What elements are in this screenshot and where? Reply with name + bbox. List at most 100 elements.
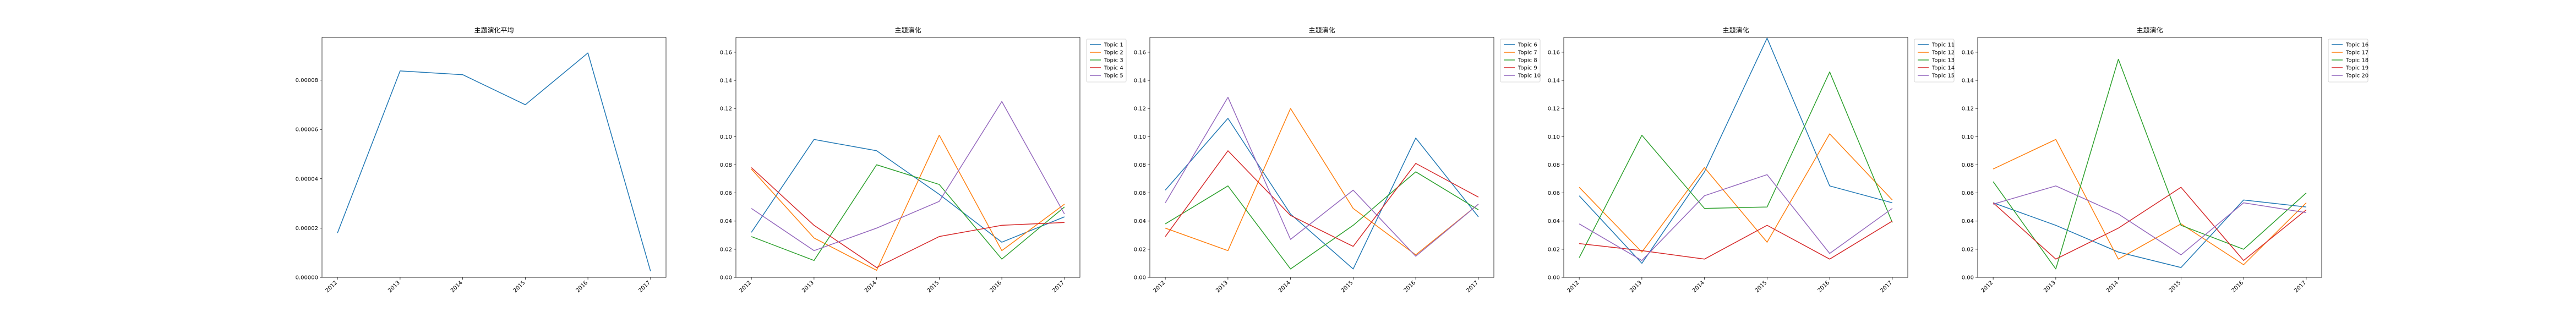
y-tick-label: 0.00000 [296, 275, 318, 281]
x-tick-label: 2017 [637, 280, 652, 294]
x-tick-label: 2016 [1402, 280, 1417, 294]
legend-label: Topic 11 [1931, 42, 1955, 48]
y-tick-label: 0.06 [1134, 190, 1146, 196]
x-tick-label: 2014 [1691, 280, 1706, 294]
x-tick-label: 2016 [989, 280, 1003, 294]
x-tick-label: 2012 [1152, 280, 1166, 294]
series-line-topic-15 [1579, 174, 1893, 261]
y-tick-label: 0.06 [1962, 190, 1974, 196]
y-tick-label: 0.16 [1548, 50, 1560, 56]
x-tick-label: 2015 [1754, 280, 1769, 294]
series-line-topic-8 [1165, 171, 1479, 270]
chart-panel-2: 主题演化 0.00 0.02 0.04 0.06 0.08 0.10 0.12 0.14 0.16… [720, 26, 1127, 294]
axes-frame [735, 37, 1080, 278]
y-tick-label: 0.00 [1962, 275, 1974, 281]
y-tick-label: 0.00 [720, 275, 732, 281]
series-line-topic-12 [1579, 133, 1893, 253]
y-tick-label: 0.04 [1134, 218, 1146, 225]
x-tick-label: 2015 [1340, 280, 1355, 294]
y-tick-label: 0.00 [1548, 275, 1560, 281]
legend-label: Topic 9 [1518, 65, 1537, 72]
legend-label: Topic 8 [1518, 58, 1537, 64]
y-tick-label: 0.04 [1548, 218, 1560, 225]
y-tick-label: 0.00 [1134, 275, 1146, 281]
y-tick-label: 0.14 [1548, 78, 1560, 84]
series-line-topic-5 [751, 101, 1065, 252]
y-tick-label: 0.16 [1134, 50, 1146, 56]
y-tick-label: 0.08 [1548, 162, 1560, 168]
legend-label: Topic 18 [2345, 58, 2368, 64]
y-tick-label: 0.06 [720, 190, 732, 196]
legend-label: Topic 19 [2345, 65, 2368, 72]
legend-label: Topic 14 [1931, 65, 1955, 72]
y-tick-label: 0.10 [1962, 134, 1974, 140]
series-line-topic-7 [1165, 108, 1479, 255]
x-tick-label: 2014 [2105, 280, 2120, 294]
y-tick-label: 0.16 [720, 50, 732, 56]
y-tick-label: 0.16 [1962, 50, 1974, 56]
legend-frame [1914, 39, 1955, 83]
y-tick-label: 0.10 [1548, 134, 1560, 140]
legend-label: Topic 6 [1518, 42, 1537, 48]
x-tick-label: 2015 [2168, 280, 2182, 294]
chart-panel-5: 主题演化 0.00 0.02 0.04 0.06 0.08 0.10 0.12 0.14 0.16… [1962, 26, 2368, 294]
axes-frame [1977, 37, 2322, 278]
chart-title: 主题演化 [894, 26, 921, 34]
legend-label: Topic 3 [1104, 58, 1123, 64]
y-tick-label: 0.08 [1962, 162, 1974, 168]
y-tick-label: 0.14 [1134, 78, 1146, 84]
y-tick-label: 0.02 [1548, 247, 1560, 253]
chart-title: 主题演化平均 [474, 26, 514, 34]
y-tick-label: 0.12 [720, 106, 732, 112]
axes-frame [321, 37, 667, 278]
chart-panel-4: 主题演化 0.00 0.02 0.04 0.06 0.08 0.10 0.12 0.14 0.16… [1548, 26, 1955, 294]
legend-label: Topic 7 [1518, 50, 1537, 56]
chart-panel-3: 主题演化 0.00 0.02 0.04 0.06 0.08 0.10 0.12 0.14 0.16… [1134, 26, 1541, 294]
y-tick-label: 0.08 [1134, 162, 1146, 168]
chart-panel-1: 主题演化平均 0.00000 0.00002 0.00004 0.00006 0.0000… [296, 26, 667, 294]
y-tick-label: 0.02 [720, 247, 732, 253]
y-tick-label: 0.00004 [296, 176, 318, 182]
y-tick-label: 0.12 [1962, 106, 1974, 112]
y-tick-label: 0.12 [1134, 106, 1146, 112]
y-tick-label: 0.10 [1134, 134, 1146, 140]
legend-label: Topic 17 [2345, 50, 2368, 56]
x-tick-label: 2015 [926, 280, 941, 294]
series-line-topic-11 [1579, 37, 1893, 264]
chart-title: 主题演化 [1722, 26, 1749, 34]
legend-frame [2328, 39, 2368, 83]
y-tick-label: 0.00002 [296, 226, 318, 232]
legend-label: Topic 13 [1931, 58, 1955, 64]
series-line-topic-16 [1993, 199, 2306, 268]
x-tick-label: 2013 [387, 280, 401, 294]
x-tick-label: 2017 [2293, 280, 2307, 294]
x-tick-label: 2016 [2230, 280, 2245, 294]
axes-frame [1563, 37, 1908, 278]
y-tick-label: 0.12 [1548, 106, 1560, 112]
series-line-topic-18 [1993, 58, 2307, 270]
y-tick-label: 0.02 [1962, 247, 1974, 253]
series-line-topic-13 [1579, 71, 1893, 258]
series-line-topic-10 [1165, 96, 1479, 257]
legend-label: Topic 5 [1104, 73, 1123, 79]
series-line-topic-14 [1579, 221, 1893, 260]
series-line-topic-4 [751, 167, 1065, 268]
x-tick-label: 2014 [450, 280, 464, 294]
x-tick-label: 2013 [1215, 280, 1229, 294]
y-tick-label: 0.02 [1134, 247, 1146, 253]
x-tick-label: 2012 [1566, 280, 1580, 294]
y-tick-label: 0.06 [1548, 190, 1560, 196]
legend-frame [1500, 39, 1541, 83]
x-tick-label: 2013 [1629, 280, 1643, 294]
series-line-topic-17 [1993, 139, 2307, 265]
x-tick-label: 2013 [2043, 280, 2057, 294]
x-tick-label: 2014 [864, 280, 878, 294]
legend-label: Topic 1 [1104, 42, 1123, 48]
y-tick-label: 0.14 [1962, 78, 1974, 84]
chart-title: 主题演化 [2136, 26, 2163, 34]
series-line-topic-19 [1993, 187, 2307, 261]
x-tick-label: 2012 [738, 280, 752, 294]
legend-label: Topic 12 [1931, 50, 1955, 56]
